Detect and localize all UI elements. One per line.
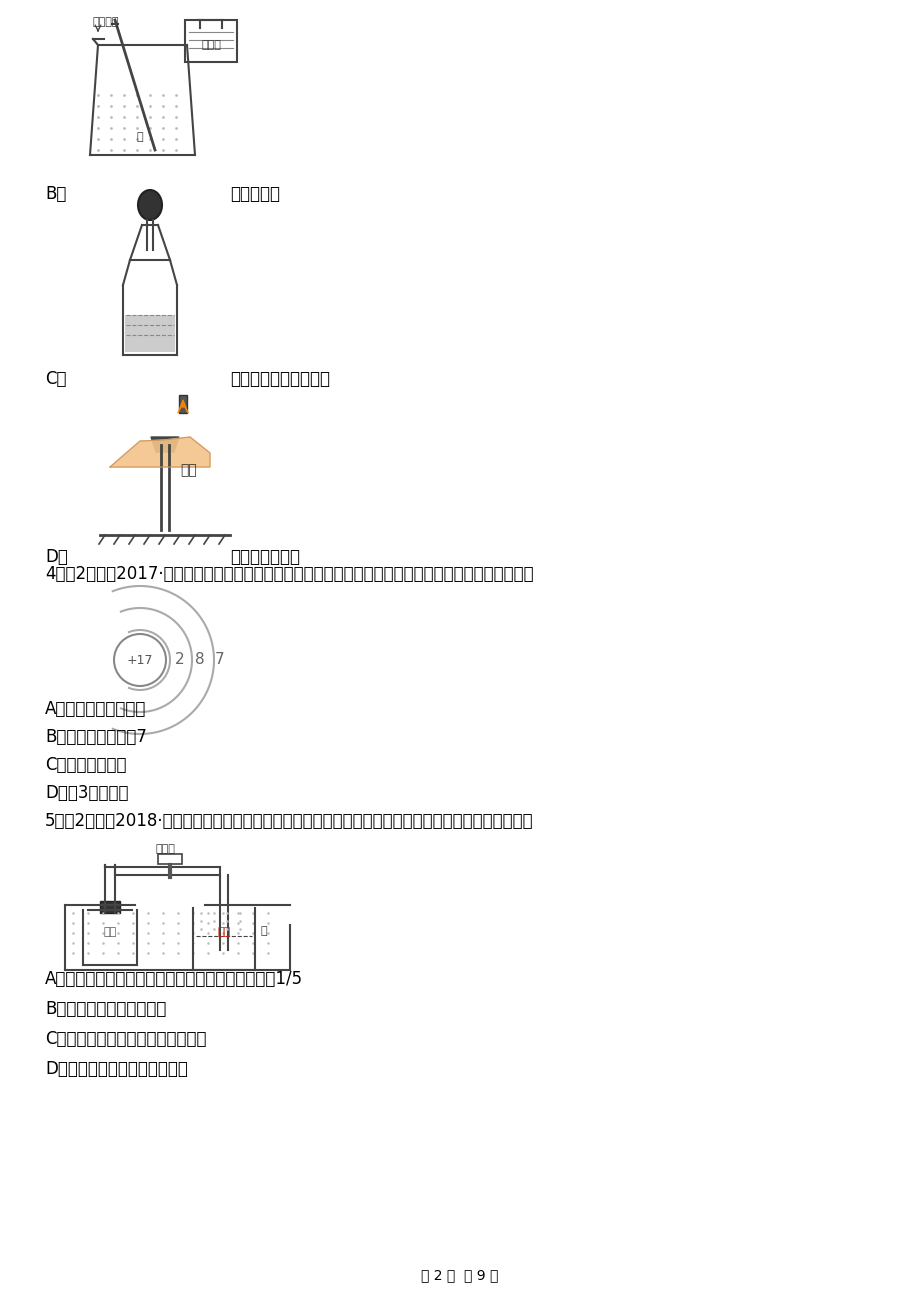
Text: 空气: 空气 — [103, 927, 117, 937]
Text: 不断搅拌: 不断搅拌 — [93, 17, 119, 27]
Bar — [185, 20, 237, 62]
Text: 稀释浓硫酸: 稀释浓硫酸 — [230, 185, 279, 203]
Text: 7: 7 — [215, 652, 224, 668]
Text: 用力塞紧橡皮塞: 用力塞紧橡皮塞 — [230, 548, 300, 566]
Text: 浓硫酸: 浓硫酸 — [201, 40, 221, 49]
Text: 8: 8 — [195, 652, 205, 668]
Text: 2: 2 — [175, 652, 185, 668]
Polygon shape — [151, 437, 179, 452]
Text: 4．（2分）（2017·南山模拟）下图是某原子的结构示意图。下列关于该原子的说法不正确的是（　　）: 4．（2分）（2017·南山模拟）下图是某原子的结构示意图。下列关于该原子的说法… — [45, 565, 533, 583]
Polygon shape — [110, 437, 210, 467]
Bar — [179, 395, 187, 413]
Text: B．: B． — [45, 185, 66, 203]
Circle shape — [114, 634, 165, 686]
Polygon shape — [177, 400, 187, 413]
Text: C．: C． — [45, 370, 66, 388]
Text: 5．（2分）（2018·宁德模拟）下图装置可用于测定空气中氧气的含量。下列说法中不正确的是（　　）: 5．（2分）（2018·宁德模拟）下图装置可用于测定空气中氧气的含量。下列说法中… — [45, 812, 533, 829]
Text: D．有3个电子层: D．有3个电子层 — [45, 784, 129, 802]
Text: 第 2 页  共 9 页: 第 2 页 共 9 页 — [421, 1268, 498, 1282]
Text: 弹簧夹: 弹簧夹 — [155, 844, 176, 854]
Text: B．最外层电子数为7: B．最外层电子数为7 — [45, 728, 147, 746]
Text: 水: 水 — [137, 132, 143, 142]
Text: D．红磷熄灭后立刻打开弹簧夹: D．红磷熄灭后立刻打开弹簧夹 — [45, 1060, 187, 1078]
Bar — [125, 315, 175, 352]
Bar — [100, 901, 119, 913]
Text: C．容易得到电子: C．容易得到电子 — [45, 756, 127, 773]
Text: 水: 水 — [261, 926, 267, 936]
Text: 滴管用后不洗插回原瓶: 滴管用后不洗插回原瓶 — [230, 370, 330, 388]
Text: 红磷: 红磷 — [217, 927, 231, 937]
Text: 桌面: 桌面 — [180, 464, 197, 477]
Bar — [158, 854, 182, 865]
Text: +17: +17 — [127, 654, 153, 667]
Text: A．属于金属元素原子: A．属于金属元素原子 — [45, 700, 146, 717]
Text: C．实验前一定要检查装置的气密性: C．实验前一定要检查装置的气密性 — [45, 1030, 206, 1048]
Ellipse shape — [138, 190, 162, 220]
Text: A．该实验证明空气中氧气的含量约占空气总体积的1/5: A．该实验证明空气中氧气的含量约占空气总体积的1/5 — [45, 970, 302, 988]
Text: D．: D． — [45, 548, 68, 566]
Text: B．实验时红磷一定要过量: B．实验时红磷一定要过量 — [45, 1000, 166, 1018]
